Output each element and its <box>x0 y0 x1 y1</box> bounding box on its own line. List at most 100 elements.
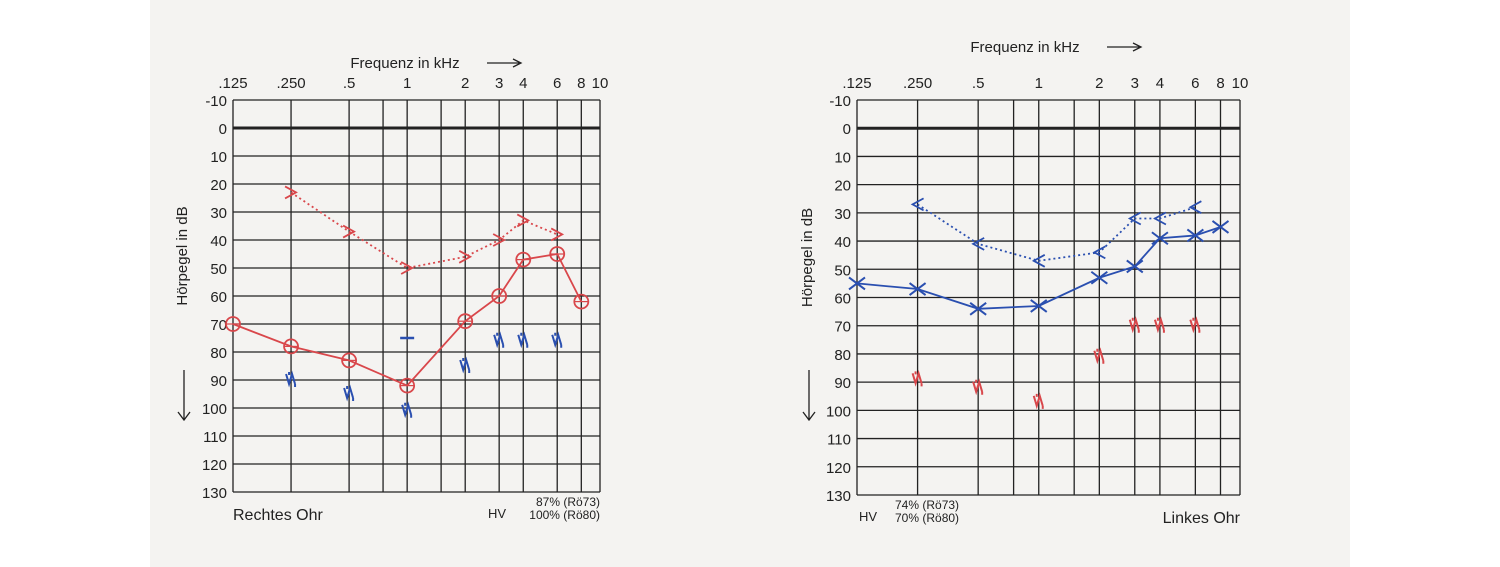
y-axis-title: Hörpegel in dB <box>174 206 191 305</box>
data-point-masking <box>285 370 297 388</box>
data-point-masking <box>493 331 505 349</box>
y-tick-label: 20 <box>210 177 227 194</box>
y-tick-label: 90 <box>210 373 227 390</box>
arrow-right-icon <box>1107 42 1143 52</box>
x-tick-label: .125 <box>218 75 247 92</box>
x-tick-label: 3 <box>1131 75 1139 92</box>
data-point-masking <box>1093 347 1105 365</box>
speech-score: 74% (Rö73) <box>895 498 959 512</box>
data-point-gt <box>458 250 473 264</box>
x-tick-label: 2 <box>461 75 469 92</box>
x-tick-label: 1 <box>1035 75 1043 92</box>
y-tick-label: -10 <box>829 93 851 110</box>
data-point-masking <box>1189 316 1201 334</box>
x-tick-label: .250 <box>276 75 305 92</box>
x-tick-label: 8 <box>1216 75 1224 92</box>
arrow-down-icon <box>177 370 191 422</box>
y-tick-label: 80 <box>834 347 851 364</box>
data-point-lt <box>1031 254 1046 268</box>
x-tick-label: 6 <box>1191 75 1199 92</box>
data-point-x <box>908 282 927 296</box>
y-tick-label: 0 <box>219 121 227 138</box>
data-point-lt <box>1153 211 1167 226</box>
y-tick-label: 10 <box>834 149 851 166</box>
x-tick-label: 2 <box>1095 75 1103 92</box>
x-tick-label: 10 <box>592 75 609 92</box>
y-tick-label: 40 <box>210 233 227 250</box>
data-point-masking <box>1128 316 1140 334</box>
series-solid-x <box>848 220 1230 316</box>
data-point-lt <box>1127 211 1142 226</box>
x-tick-label: .5 <box>343 75 356 92</box>
data-point-masking <box>517 331 529 349</box>
data-point-x <box>1030 299 1048 313</box>
ear-label: Linkes Ohr <box>1163 510 1241 527</box>
data-point-gt <box>400 261 415 275</box>
data-point-x <box>848 276 866 291</box>
series-dotted-lt <box>910 197 1202 268</box>
y-tick-label: 50 <box>834 262 851 279</box>
data-point-masking <box>911 369 923 387</box>
hv-label: HV <box>488 506 506 521</box>
data-point-x <box>1090 270 1108 285</box>
y-tick-label: 30 <box>834 206 851 223</box>
data-point-x <box>1211 220 1230 234</box>
audiogram-sheet <box>150 0 1350 567</box>
data-point-masking <box>343 384 355 402</box>
series-line <box>917 203 1196 262</box>
data-point-masking <box>551 331 563 349</box>
data-point-x <box>1151 231 1169 246</box>
y-tick-label: 100 <box>826 403 851 420</box>
x-axis-title: Frequenz in kHz <box>970 39 1079 56</box>
hv-label: HV <box>859 509 877 524</box>
left-ear-audiogram: -100102030405060708090100110120130.125.2… <box>799 39 1248 527</box>
y-tick-label: 30 <box>210 205 227 222</box>
y-tick-label: 130 <box>202 485 227 502</box>
y-tick-label: 40 <box>834 234 851 251</box>
y-tick-label: 120 <box>202 457 227 474</box>
series-masking <box>911 316 1201 410</box>
series-masking <box>285 331 563 419</box>
x-tick-label: 3 <box>495 75 503 92</box>
x-tick-label: 1 <box>403 75 411 92</box>
x-tick-label: .250 <box>903 75 932 92</box>
y-tick-label: 110 <box>827 432 851 449</box>
data-point-gt <box>342 224 356 239</box>
x-tick-label: 4 <box>519 75 527 92</box>
x-tick-label: .125 <box>842 75 871 92</box>
data-point-lt <box>1092 245 1106 260</box>
y-tick-label: 70 <box>210 317 227 334</box>
y-tick-label: 60 <box>834 291 851 308</box>
speech-score: 100% (Rö80) <box>529 508 600 522</box>
y-tick-label: 130 <box>826 488 851 505</box>
y-tick-label: 60 <box>210 289 227 306</box>
data-point-gt <box>516 213 531 228</box>
data-point-masking <box>1153 316 1165 334</box>
y-tick-label: 120 <box>826 460 851 477</box>
x-tick-label: 4 <box>1156 75 1164 92</box>
series-line <box>290 191 558 269</box>
data-point-masking <box>401 401 413 419</box>
right-ear-audiogram: -100102030405060708090100110120130.125.2… <box>174 55 608 524</box>
x-tick-label: 10 <box>1232 75 1249 92</box>
arrow-right-icon <box>487 58 523 68</box>
x-tick-label: 8 <box>577 75 585 92</box>
data-point-gt <box>284 185 298 200</box>
series-dotted-gt <box>284 185 565 275</box>
data-point-masking <box>1032 392 1044 410</box>
series-solid-circle <box>225 246 590 394</box>
data-point-lt <box>971 237 985 251</box>
y-tick-label: 70 <box>834 319 851 336</box>
y-tick-label: 0 <box>843 121 851 138</box>
y-tick-label: 90 <box>834 375 851 392</box>
y-tick-label: 100 <box>202 401 227 418</box>
data-point-x <box>1126 259 1144 274</box>
y-tick-label: 110 <box>203 429 227 446</box>
y-tick-label: 50 <box>210 261 227 278</box>
y-tick-label: 10 <box>210 149 227 166</box>
ear-label: Rechtes Ohr <box>233 507 323 524</box>
speech-score: 87% (Rö73) <box>536 495 600 509</box>
data-point-x <box>1186 228 1204 243</box>
data-point-masking <box>459 356 471 374</box>
